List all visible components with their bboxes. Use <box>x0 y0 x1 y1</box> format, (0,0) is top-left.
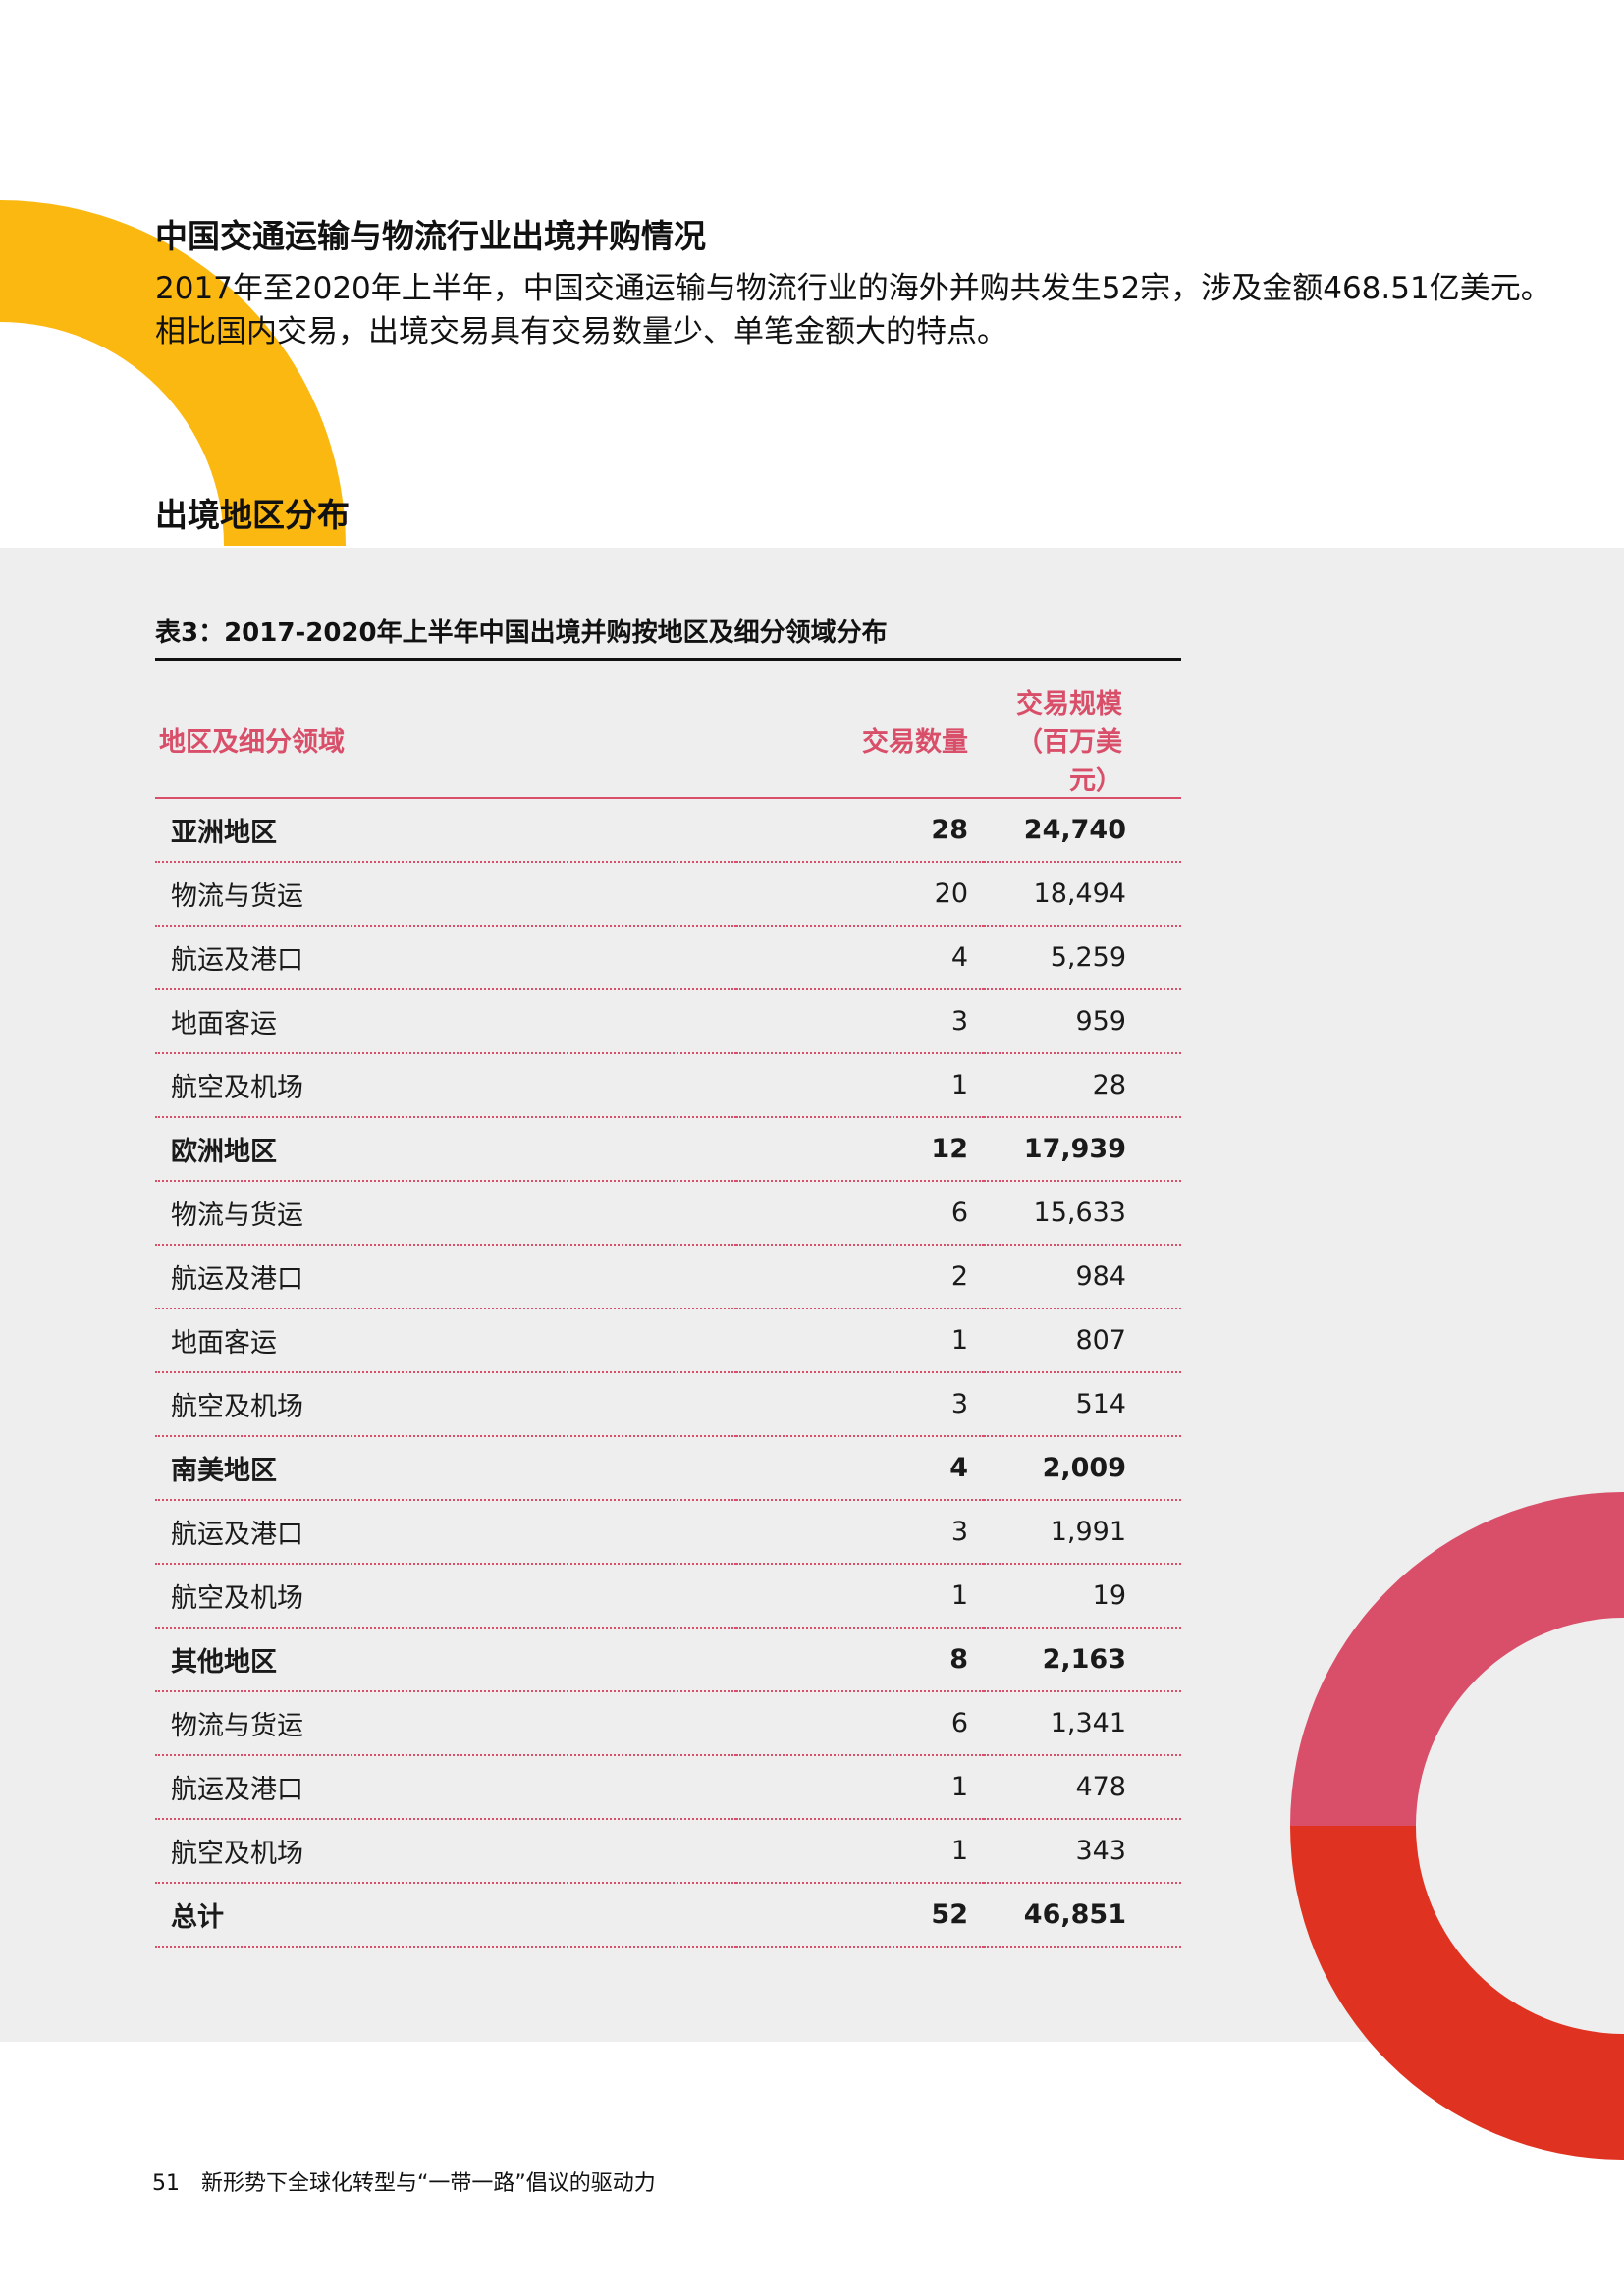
deal-count: 4 <box>736 926 984 990</box>
region-name: 其他地区 <box>155 1628 736 1692</box>
deal-count: 2 <box>736 1245 984 1309</box>
page-number: 51 <box>152 2171 180 2196</box>
total-label: 总计 <box>155 1883 736 1948</box>
segment-name: 航空及机场 <box>155 1053 736 1118</box>
segment-name: 物流与货运 <box>155 1691 736 1756</box>
ma-table-container: 表3：2017-2020年上半年中国出境并购按地区及细分领域分布 地区及细分领域… <box>155 609 1181 1948</box>
segment-name: 物流与货运 <box>155 1181 736 1246</box>
deal-value: 1,341 <box>984 1691 1181 1756</box>
intro-paragraph: 2017年至2020年上半年，中国交通运输与物流行业的海外并购共发生52宗，涉及… <box>155 267 1551 353</box>
table-row: 物流与货运 6 1,341 <box>155 1691 1181 1756</box>
deal-value: 807 <box>984 1308 1181 1373</box>
segment-name: 地面客运 <box>155 989 736 1054</box>
table-row: 航空及机场 3 514 <box>155 1372 1181 1437</box>
table-row: 航空及机场 1 19 <box>155 1564 1181 1629</box>
subsection-title: 出境地区分布 <box>155 496 350 534</box>
deal-count: 1 <box>736 1053 984 1118</box>
table-row: 地面客运 1 807 <box>155 1308 1181 1373</box>
deal-value: 478 <box>984 1755 1181 1820</box>
deal-value: 343 <box>984 1819 1181 1884</box>
table-row: 航空及机场 1 343 <box>155 1819 1181 1884</box>
deal-count: 4 <box>736 1436 984 1501</box>
deal-count: 1 <box>736 1308 984 1373</box>
segment-name: 物流与货运 <box>155 862 736 927</box>
header-deal-count: 交易数量 <box>736 682 984 799</box>
table-row: 其他地区 8 2,163 <box>155 1628 1181 1692</box>
header-deal-value: 交易规模（百万美元） <box>984 682 1181 799</box>
segment-name: 航运及港口 <box>155 1245 736 1309</box>
deal-value: 28 <box>984 1053 1181 1118</box>
deal-count: 3 <box>736 1500 984 1565</box>
deal-value: 17,939 <box>984 1117 1181 1182</box>
deal-count: 6 <box>736 1181 984 1246</box>
table-row: 物流与货运 20 18,494 <box>155 862 1181 927</box>
segment-name: 地面客运 <box>155 1308 736 1373</box>
report-title: 新形势下全球化转型与“一带一路”倡议的驱动力 <box>201 2171 656 2196</box>
region-name: 南美地区 <box>155 1436 736 1501</box>
total-deal-count: 52 <box>736 1883 984 1948</box>
ma-region-table: 地区及细分领域 交易数量 交易规模（百万美元） 亚洲地区 28 24,740 物流与… <box>155 682 1181 1948</box>
table-row: 地面客运 3 959 <box>155 989 1181 1054</box>
deal-value: 514 <box>984 1372 1181 1437</box>
segment-name: 航运及港口 <box>155 1755 736 1820</box>
total-deal-value: 46,851 <box>984 1883 1181 1948</box>
intro-line-1: 2017年至2020年上半年，中国交通运输与物流行业的海外并购共发生52宗，涉及… <box>155 271 1551 306</box>
deal-value: 1,991 <box>984 1500 1181 1565</box>
region-name: 亚洲地区 <box>155 798 736 863</box>
table-row: 物流与货运 6 15,633 <box>155 1181 1181 1246</box>
deal-value: 2,163 <box>984 1628 1181 1692</box>
deal-value: 5,259 <box>984 926 1181 990</box>
table-total-row: 总计 52 46,851 <box>155 1883 1181 1948</box>
deal-value: 959 <box>984 989 1181 1054</box>
table-header-row: 地区及细分领域 交易数量 交易规模（百万美元） <box>155 682 1181 799</box>
table-caption: 表3：2017-2020年上半年中国出境并购按地区及细分领域分布 <box>155 609 1181 661</box>
deal-value: 2,009 <box>984 1436 1181 1501</box>
deal-count: 1 <box>736 1564 984 1629</box>
deal-value: 18,494 <box>984 862 1181 927</box>
segment-name: 航运及港口 <box>155 926 736 990</box>
deal-count: 1 <box>736 1755 984 1820</box>
table-row: 欧洲地区 12 17,939 <box>155 1117 1181 1182</box>
table-row: 航运及港口 4 5,259 <box>155 926 1181 990</box>
table-row: 航运及港口 1 478 <box>155 1755 1181 1820</box>
deal-count: 3 <box>736 1372 984 1437</box>
table-row: 航运及港口 3 1,991 <box>155 1500 1181 1565</box>
deal-value: 24,740 <box>984 798 1181 863</box>
page-footer: 51 新形势下全球化转型与“一带一路”倡议的驱动力 <box>152 2165 656 2197</box>
section-title: 中国交通运输与物流行业出境并购情况 <box>155 217 706 255</box>
deal-count: 28 <box>736 798 984 863</box>
deal-count: 1 <box>736 1819 984 1884</box>
segment-name: 航空及机场 <box>155 1372 736 1437</box>
deal-count: 12 <box>736 1117 984 1182</box>
segment-name: 航运及港口 <box>155 1500 736 1565</box>
segment-name: 航空及机场 <box>155 1564 736 1629</box>
deal-value: 15,633 <box>984 1181 1181 1246</box>
region-name: 欧洲地区 <box>155 1117 736 1182</box>
deal-count: 8 <box>736 1628 984 1692</box>
deal-value: 19 <box>984 1564 1181 1629</box>
table-row: 南美地区 4 2,009 <box>155 1436 1181 1501</box>
table-row: 亚洲地区 28 24,740 <box>155 798 1181 863</box>
table-row: 航空及机场 1 28 <box>155 1053 1181 1118</box>
deal-count: 20 <box>736 862 984 927</box>
segment-name: 航空及机场 <box>155 1819 736 1884</box>
deal-value: 984 <box>984 1245 1181 1309</box>
intro-line-2: 相比国内交易，出境交易具有交易数量少、单笔金额大的特点。 <box>155 314 1007 349</box>
table-row: 航运及港口 2 984 <box>155 1245 1181 1309</box>
header-region: 地区及细分领域 <box>155 682 736 799</box>
deal-count: 6 <box>736 1691 984 1756</box>
deal-count: 3 <box>736 989 984 1054</box>
